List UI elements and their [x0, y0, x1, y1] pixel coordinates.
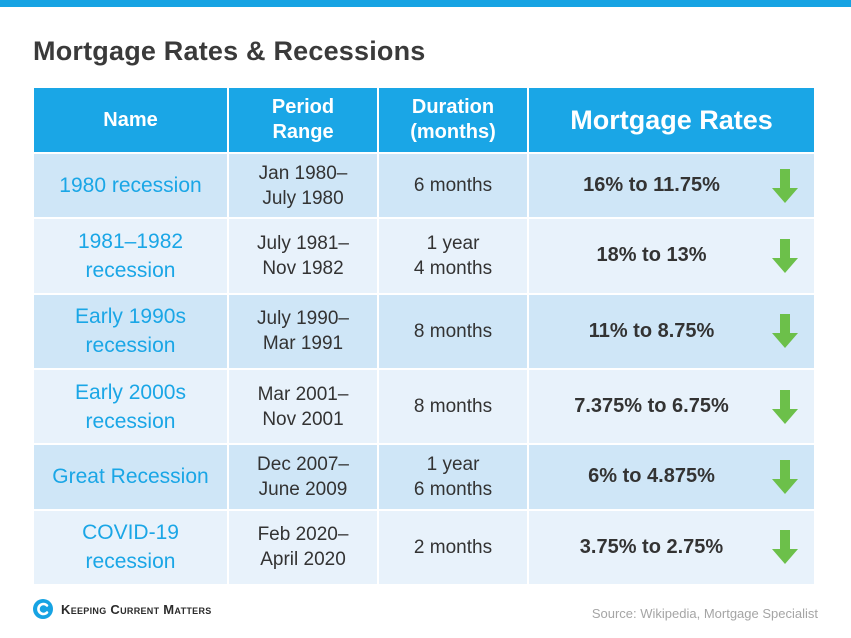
down-arrow-icon: [772, 459, 798, 494]
period-range: July 1990– Mar 1991: [227, 292, 379, 370]
duration: 6 months: [377, 151, 529, 220]
recession-name: Early 1990s recession: [32, 292, 229, 370]
mortgage-rate: 16% to 11.75%: [527, 151, 816, 220]
source-note: Source: Wikipedia, Mortgage Specialist: [591, 606, 818, 621]
header-period-range: Period Range: [227, 86, 379, 154]
recession-name: 1980 recession: [32, 151, 229, 220]
table-header-row: Name Period Range Duration (months) Mortga…: [32, 86, 816, 154]
header-duration: Duration (months): [377, 86, 529, 154]
kcm-logo-icon: [33, 599, 53, 619]
table-row: Early 1990s recession July 1990– Mar 1991 …: [32, 292, 816, 370]
kcm-logo: Keeping Current Matters: [32, 598, 212, 620]
table-row: 1980 recession Jan 1980– July 1980 6 mont…: [32, 151, 816, 220]
recession-name: 1981–1982 recession: [32, 217, 229, 295]
table-row: Early 2000s recession Mar 2001– Nov 2001 8…: [32, 367, 816, 446]
period-range: Mar 2001– Nov 2001: [227, 367, 379, 446]
period-range: Feb 2020– April 2020: [227, 508, 379, 587]
duration: 1 year 6 months: [377, 443, 529, 511]
header-name: Name: [32, 86, 229, 154]
mortgage-rate: 7.375% to 6.75%: [527, 367, 816, 446]
period-range: Jan 1980– July 1980: [227, 151, 379, 220]
recession-name: Great Recession: [32, 443, 229, 511]
down-arrow-icon: [772, 530, 798, 565]
page-title: Mortgage Rates & Recessions: [33, 36, 426, 66]
mortgage-rate: 11% to 8.75%: [527, 292, 816, 370]
recession-name: COVID-19 recession: [32, 508, 229, 587]
top-accent-bar: [0, 0, 851, 7]
duration: 8 months: [377, 367, 529, 446]
period-range: Dec 2007– June 2009: [227, 443, 379, 511]
table-row: Great Recession Dec 2007– June 2009 1 yea…: [32, 443, 816, 511]
down-arrow-icon: [772, 314, 798, 349]
mortgage-rate: 3.75% to 2.75%: [527, 508, 816, 587]
mortgage-rate: 18% to 13%: [527, 217, 816, 295]
mortgage-rate: 6% to 4.875%: [527, 443, 816, 511]
recession-name: Early 2000s recession: [32, 367, 229, 446]
header-mortgage-rates: Mortgage Rates: [527, 86, 816, 154]
recession-rates-table: Name Period Range Duration (months) Mortga…: [32, 86, 816, 587]
duration: 8 months: [377, 292, 529, 370]
duration: 2 months: [377, 508, 529, 587]
table-row: COVID-19 recession Feb 2020– April 2020 2 …: [32, 508, 816, 587]
table-row: 1981–1982 recession July 1981– Nov 1982 1 …: [32, 217, 816, 295]
down-arrow-icon: [772, 238, 798, 273]
logo-text: Keeping Current Matters: [61, 601, 212, 617]
down-arrow-icon: [772, 168, 798, 203]
down-arrow-icon: [772, 389, 798, 424]
duration: 1 year 4 months: [377, 217, 529, 295]
period-range: July 1981– Nov 1982: [227, 217, 379, 295]
